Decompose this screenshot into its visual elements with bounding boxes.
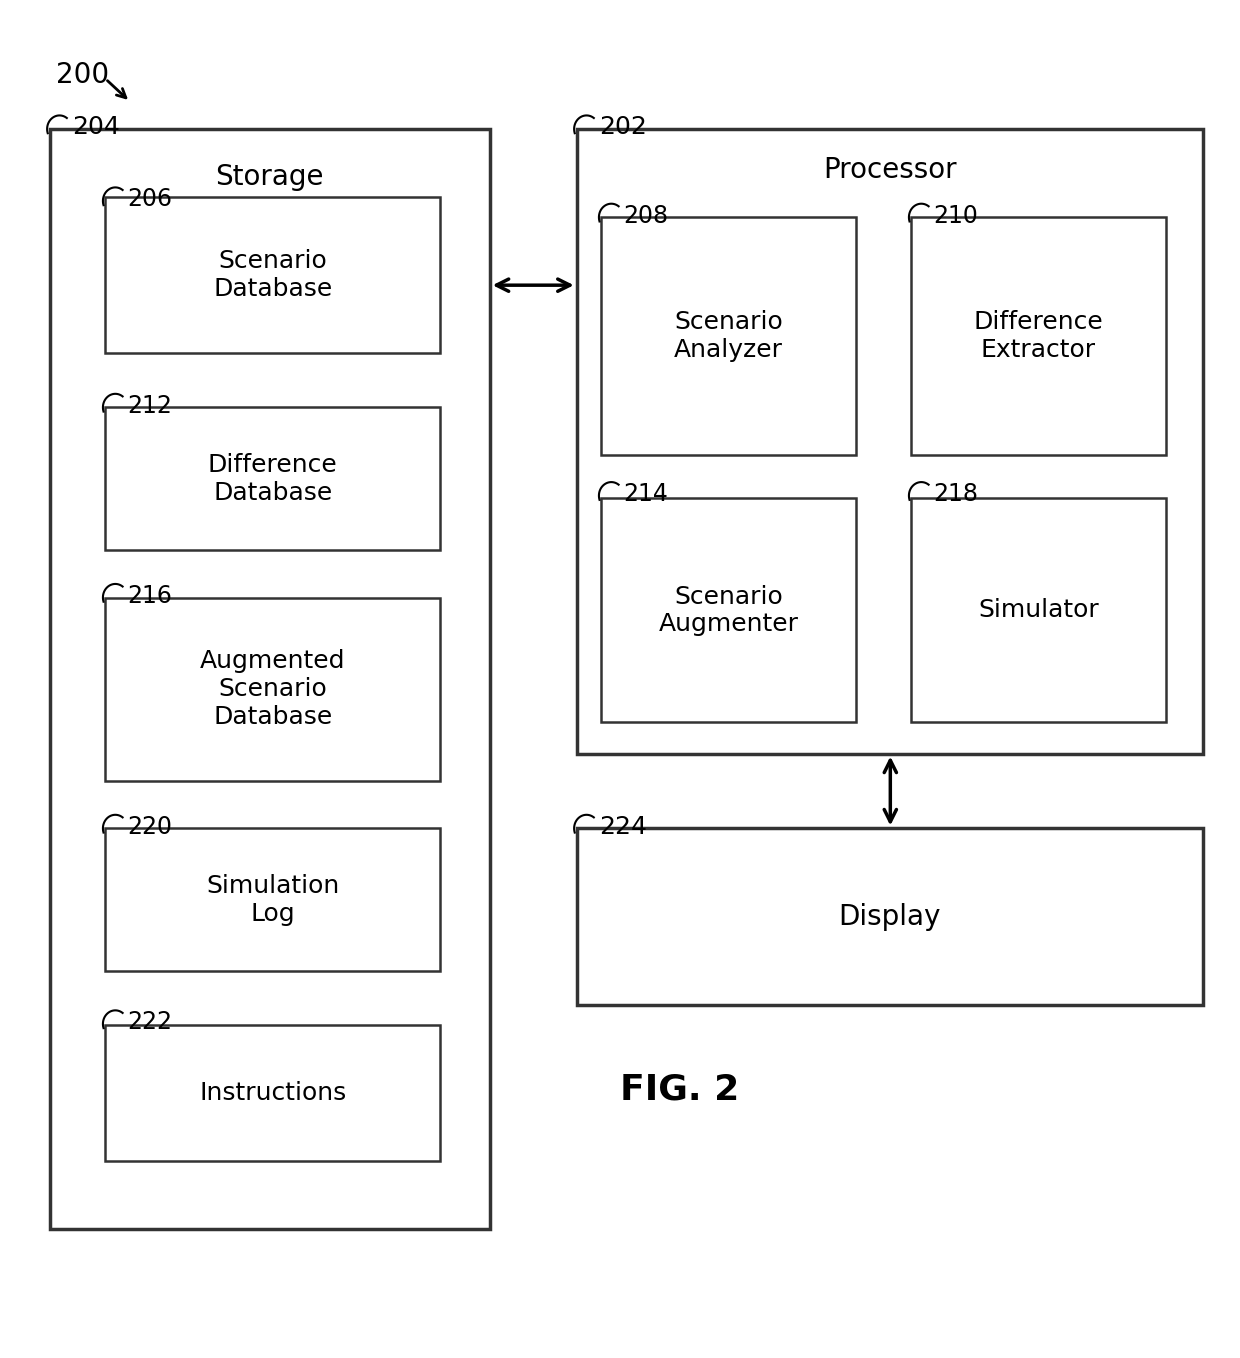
Text: 204: 204 [72,115,120,140]
Text: 210: 210 [934,204,978,228]
Text: 206: 206 [128,187,172,212]
Text: FIG. 2: FIG. 2 [620,1073,739,1107]
Text: Scenario
Augmenter: Scenario Augmenter [658,584,799,637]
Text: Difference
Database: Difference Database [208,452,337,505]
Bar [577,129,1203,754]
Bar [105,407,440,550]
Bar [601,217,856,455]
Text: 222: 222 [128,1010,172,1035]
Text: Display: Display [838,903,941,930]
Text: Simulation
Log: Simulation Log [206,873,340,926]
Text: Difference
Extractor: Difference Extractor [973,310,1104,363]
Text: Scenario
Analyzer: Scenario Analyzer [675,310,782,363]
Bar [105,598,440,781]
Bar [105,197,440,353]
Text: 218: 218 [934,482,978,507]
Text: Instructions: Instructions [200,1081,346,1105]
Bar [577,828,1203,1005]
Bar [105,828,440,971]
Text: 216: 216 [128,584,172,608]
Text: 224: 224 [599,815,647,839]
Text: 214: 214 [624,482,668,507]
Text: 208: 208 [624,204,668,228]
Text: Processor: Processor [823,156,956,185]
Text: Storage: Storage [216,163,324,191]
Bar [911,217,1166,455]
Text: 212: 212 [128,394,172,418]
Text: Augmented
Scenario
Database: Augmented Scenario Database [200,649,346,729]
Bar [50,129,490,1229]
Bar [105,1025,440,1161]
Text: 200: 200 [56,61,109,90]
Bar [911,498,1166,722]
Text: Simulator: Simulator [978,599,1099,622]
Text: Scenario
Database: Scenario Database [213,249,332,301]
Text: 220: 220 [128,815,172,839]
Bar [601,498,856,722]
Text: 202: 202 [599,115,647,140]
